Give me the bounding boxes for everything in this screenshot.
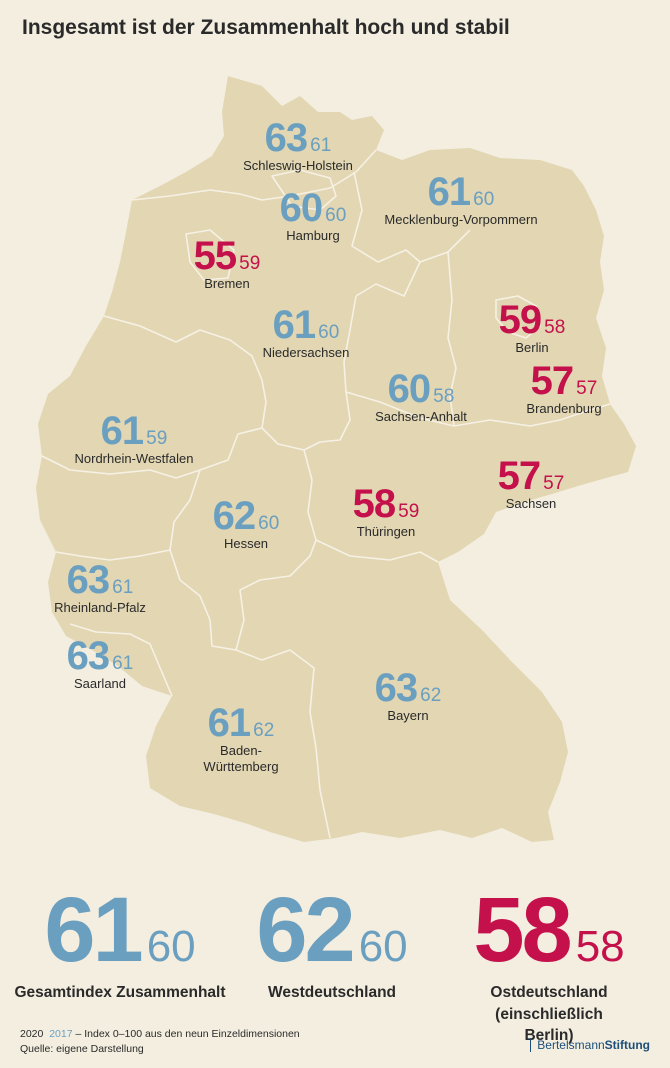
- summary-block: 61 60 Gesamtindex Zusammenhalt: [14, 884, 225, 1004]
- state-name: Saarland: [73, 676, 127, 691]
- state-brandenburg: 57 57 Brandenburg: [526, 361, 601, 417]
- state-value-2020: 58: [352, 482, 396, 526]
- state-value-2020: 55: [193, 234, 237, 278]
- state-value-2017: 62: [253, 720, 275, 741]
- state-mecklenburg-vorpommern: 61 60 Mecklenburg-Vorpommern: [384, 172, 537, 228]
- legend-year-current: 2020: [20, 1028, 44, 1040]
- legend-line: 2020 2017 – Index 0–100 aus den neun Ein…: [20, 1028, 300, 1040]
- state-name: Nordrhein-Westfalen: [74, 451, 194, 466]
- state-nordrhein-westfalen: 61 59 Nordrhein-Westfalen: [75, 411, 194, 467]
- state-name: Hessen: [223, 536, 269, 551]
- legend-year-previous: 2017: [49, 1028, 73, 1040]
- brand-logo: BertelsmannStiftung: [530, 1038, 650, 1052]
- state-value-2017: 61: [310, 135, 332, 156]
- summary-label: Ostdeutschland (einschließlich Berlin): [490, 984, 608, 1045]
- state-name: Schleswig-Holstein: [243, 158, 353, 173]
- summary-value-2020: 62: [256, 879, 355, 981]
- state-value-2020: 61: [100, 409, 144, 453]
- state-berlin: 59 58 Berlin: [499, 300, 566, 356]
- state-value-2020: 57: [530, 359, 574, 403]
- state-value-2020: 63: [66, 558, 110, 602]
- state-sachsen: 57 57 Sachsen: [498, 456, 565, 512]
- summary-label: Gesamtindex Zusammenhalt: [14, 984, 226, 1001]
- brand-bold: Stiftung: [604, 1038, 650, 1052]
- state-rheinland-pfalz: 63 61 Rheinland-Pfalz: [54, 560, 146, 616]
- state-value-2017: 60: [325, 205, 347, 226]
- state-schleswig-holstein: 63 61 Schleswig-Holstein: [243, 118, 353, 174]
- state-hamburg: 60 60 Hamburg: [280, 188, 347, 244]
- state-hessen: 62 60 Hessen: [213, 496, 280, 552]
- state-name: Sachsen-Anhalt: [375, 409, 467, 424]
- source-note: Quelle: eigene Darstellung: [20, 1043, 144, 1055]
- state-name: Sachsen: [505, 496, 557, 511]
- state-value-2020: 57: [497, 454, 541, 498]
- state-value-2017: 57: [576, 378, 598, 399]
- summary-value-2017: 60: [358, 922, 408, 971]
- state-sachsen-anhalt: 60 58 Sachsen-Anhalt: [375, 369, 467, 425]
- state-name: Brandenburg: [526, 401, 602, 416]
- state-value-2020: 61: [207, 701, 251, 745]
- summary-value-2020: 58: [473, 879, 572, 981]
- state-name: Rheinland-Pfalz: [54, 600, 146, 615]
- state-value-2020: 61: [272, 303, 316, 347]
- summary-value-2017: 58: [575, 922, 625, 971]
- state-name: Niedersachsen: [262, 345, 350, 360]
- state-value-2020: 63: [66, 634, 110, 678]
- state-value-2020: 59: [498, 298, 542, 342]
- state-value-2017: 57: [543, 473, 565, 494]
- state-value-2017: 60: [258, 513, 280, 534]
- state-name: Bayern: [387, 708, 429, 723]
- state-value-2020: 63: [264, 116, 308, 160]
- state-thüringen: 58 59 Thüringen: [353, 484, 420, 540]
- summary-block: 58 58 Ostdeutschland (einschließlich Berli…: [473, 884, 624, 1047]
- state-name: Baden- Württemberg: [203, 743, 279, 775]
- state-baden-württemberg: 61 62 Baden- Württemberg: [203, 703, 278, 776]
- state-saarland: 63 61 Saarland: [67, 636, 134, 692]
- brand-light: Bertelsmann: [537, 1038, 605, 1052]
- state-value-2020: 61: [427, 170, 471, 214]
- state-value-2017: 59: [398, 501, 420, 522]
- summary-value-2020: 61: [44, 879, 143, 981]
- state-name: Bremen: [204, 276, 250, 291]
- state-value-2017: 60: [318, 322, 340, 343]
- germany-outline: [36, 76, 636, 842]
- summary-block: 62 60 Westdeutschland: [256, 884, 407, 1004]
- state-value-2020: 63: [374, 666, 418, 710]
- state-value-2020: 60: [387, 367, 431, 411]
- page-title: Insgesamt ist der Zusammenhalt hoch und …: [22, 16, 510, 39]
- state-value-2017: 61: [112, 653, 134, 674]
- state-value-2017: 60: [473, 189, 495, 210]
- state-value-2020: 62: [212, 494, 256, 538]
- state-niedersachsen: 61 60 Niedersachsen: [263, 305, 350, 361]
- summary-value-2017: 60: [146, 922, 196, 971]
- state-value-2017: 58: [433, 386, 455, 407]
- state-name: Mecklenburg-Vorpommern: [384, 212, 538, 227]
- state-borders: [41, 149, 611, 839]
- state-value-2017: 59: [146, 428, 168, 449]
- state-value-2017: 59: [239, 253, 261, 274]
- germany-map: [36, 76, 636, 842]
- state-bayern: 63 62 Bayern: [375, 668, 442, 724]
- state-value-2017: 58: [544, 317, 566, 338]
- state-value-2017: 62: [420, 685, 442, 706]
- state-bremen: 55 59 Bremen: [194, 236, 261, 292]
- state-name: Berlin: [515, 340, 549, 355]
- state-value-2020: 60: [279, 186, 323, 230]
- state-value-2017: 61: [112, 577, 134, 598]
- summary-label: Westdeutschland: [267, 984, 397, 1001]
- state-name: Thüringen: [356, 524, 416, 539]
- legend-description: – Index 0–100 aus den neun Einzeldimensi…: [72, 1028, 300, 1040]
- state-name: Hamburg: [286, 228, 340, 243]
